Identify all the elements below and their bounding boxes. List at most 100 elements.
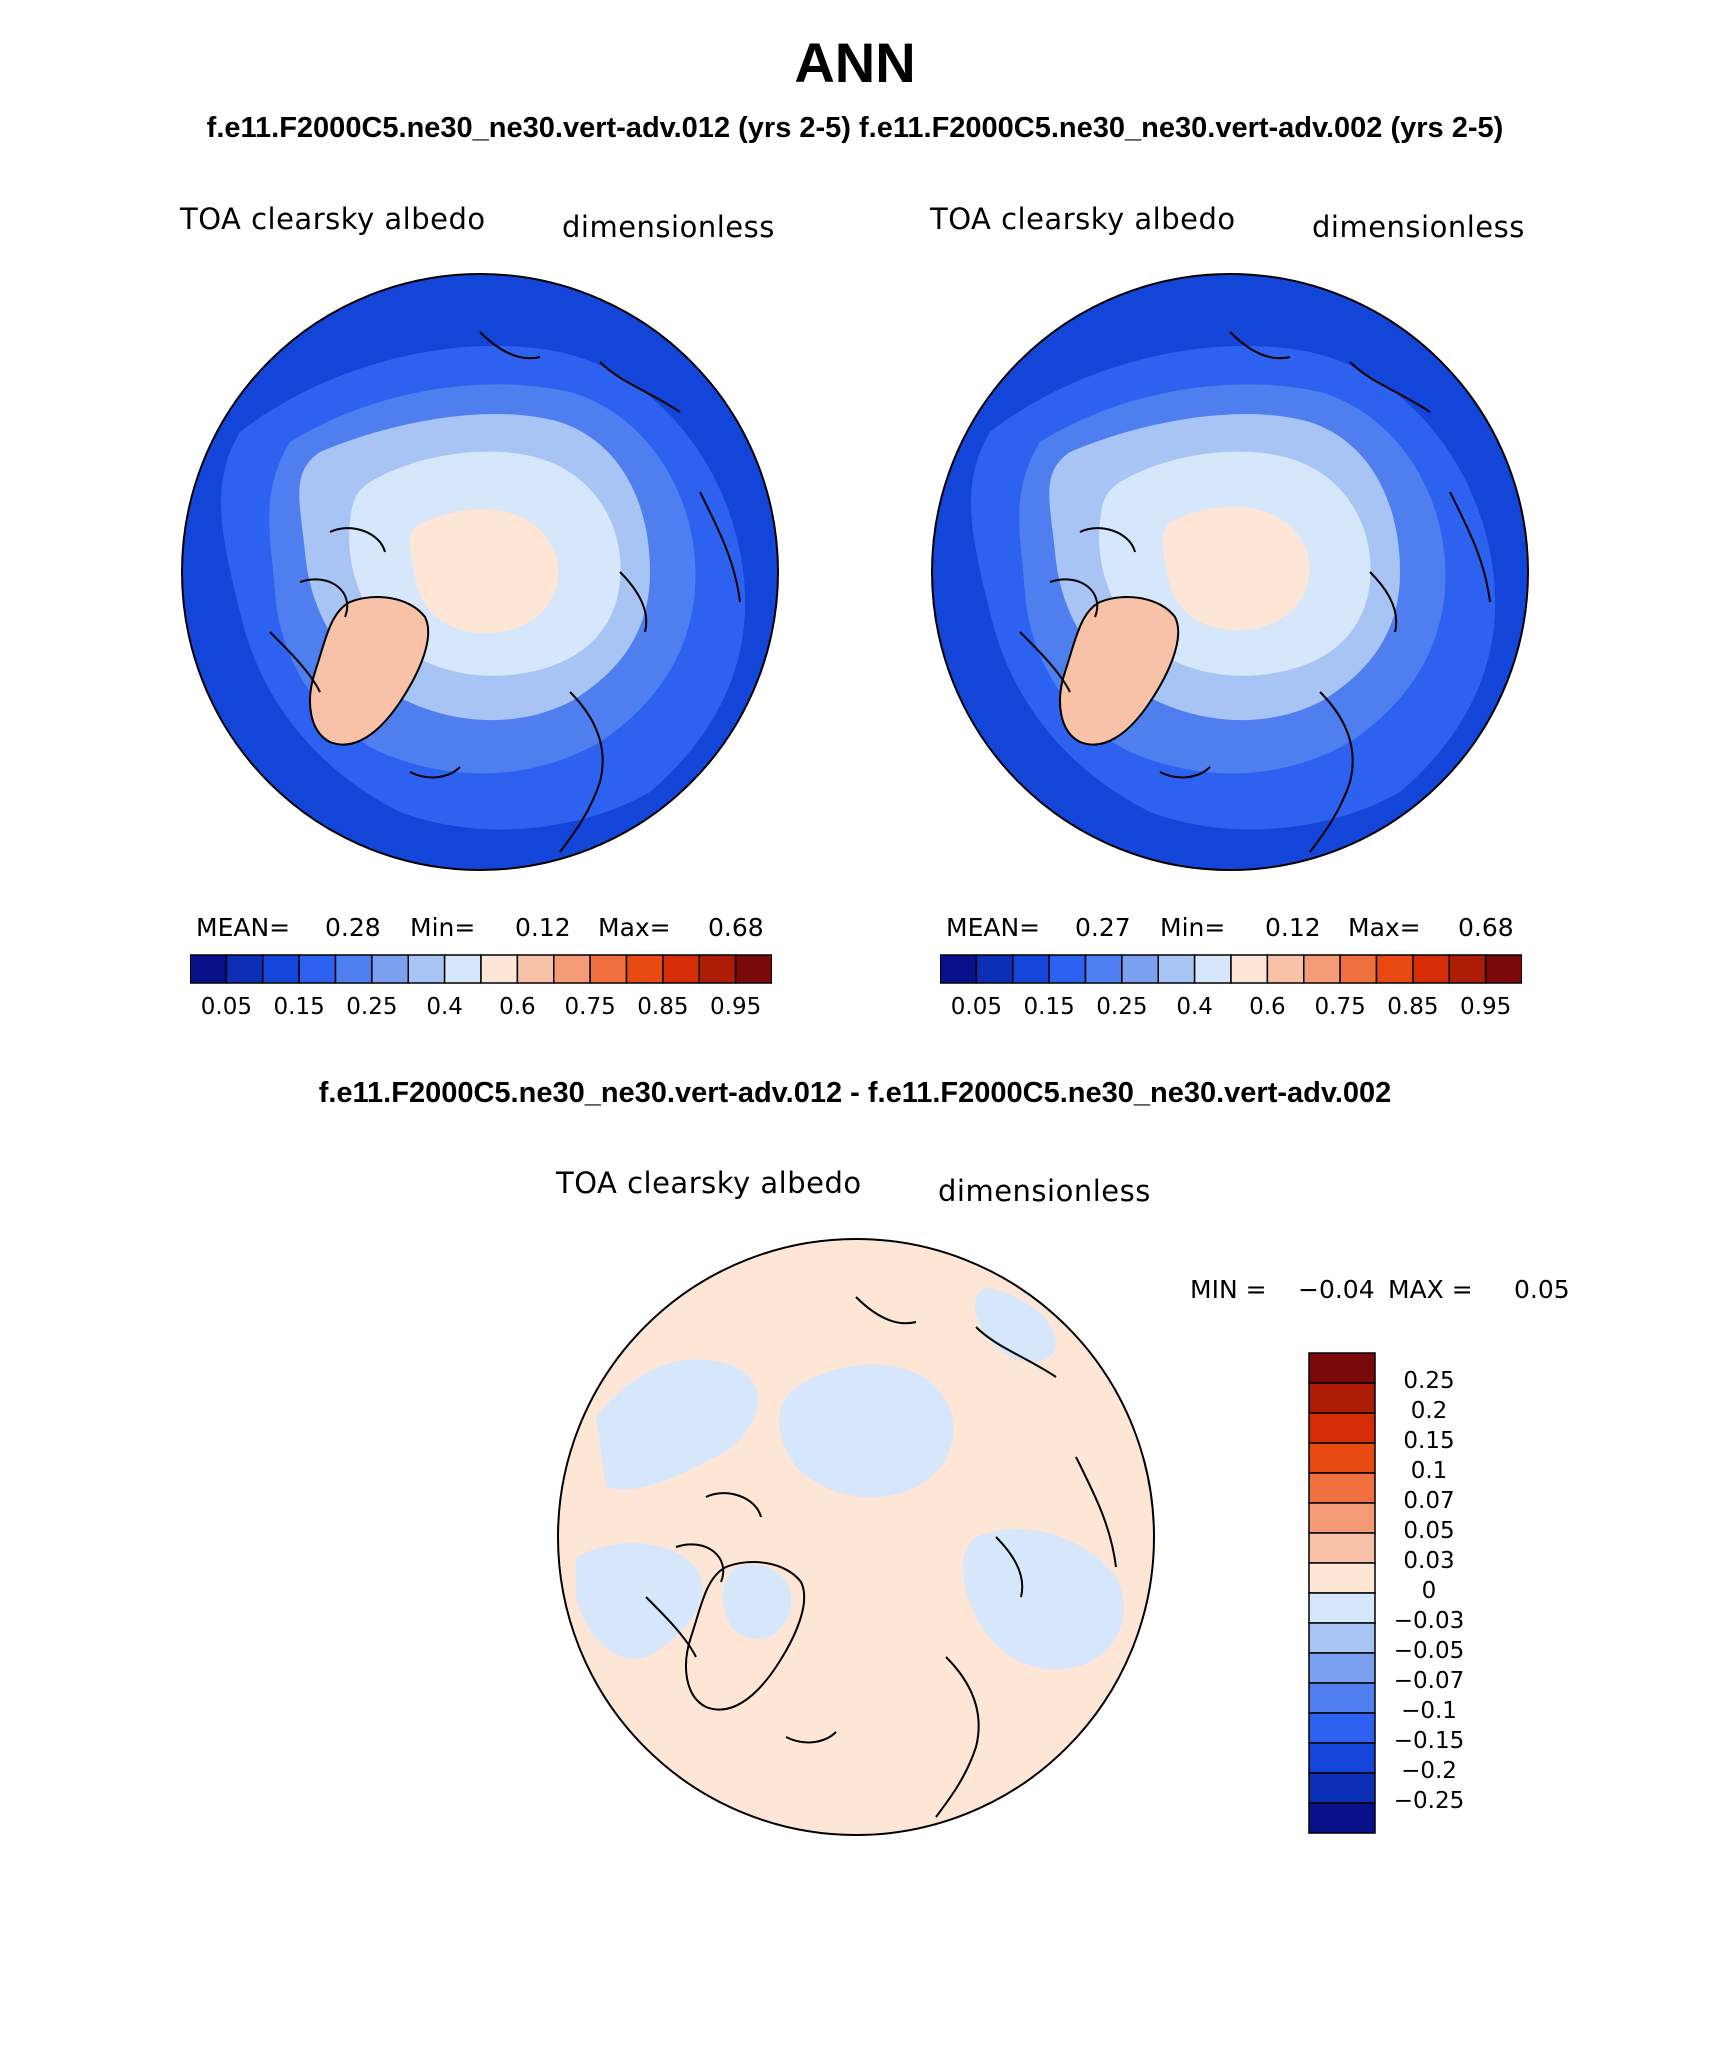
diff-min-label: MIN = xyxy=(1190,1275,1267,1304)
panel2-mean-label: MEAN= xyxy=(946,913,1041,942)
colorbar-panel1-tick-label: 0.25 xyxy=(346,994,398,1020)
colorbar-difference-swatch xyxy=(1308,1772,1376,1804)
colorbar-difference-tick-label: 0.1 xyxy=(1410,1458,1448,1484)
colorbar-panel2-tick-label: 0.85 xyxy=(1387,994,1439,1020)
colorbar-difference-tick-label: −0.2 xyxy=(1401,1758,1457,1784)
colorbar-difference-swatch xyxy=(1308,1622,1376,1654)
colorbar-difference-tick-label: 0 xyxy=(1421,1578,1437,1604)
panel2-units: dimensionless xyxy=(1312,210,1525,244)
colorbar-panel2-swatch xyxy=(1303,954,1341,984)
colorbar-panel1-swatch xyxy=(734,954,772,984)
colorbar-difference-tick-label: −0.15 xyxy=(1393,1728,1465,1754)
colorbar-panel1-swatch xyxy=(662,954,700,984)
panel2-max-value: 0.68 xyxy=(1458,913,1514,942)
colorbar-panel2-swatch xyxy=(1266,954,1305,984)
colorbar-panel2-swatch xyxy=(1484,954,1522,984)
colorbar-panel2-tick-label: 0.75 xyxy=(1314,994,1366,1020)
colorbar-panel1-swatch xyxy=(480,954,519,984)
panel1-mean-value: 0.28 xyxy=(325,913,381,942)
panel2-max-label: Max= xyxy=(1348,913,1421,942)
colorbar-panel1-swatch xyxy=(225,954,264,984)
polar-map-difference xyxy=(557,1238,1155,1836)
colorbar-panel2-swatch xyxy=(1448,954,1487,984)
colorbar-panel2-swatch xyxy=(1121,954,1159,984)
panel1-max-label: Max= xyxy=(598,913,671,942)
colorbar-panel2-tick-label: 0.15 xyxy=(1023,994,1075,1020)
colorbar-difference-swatch xyxy=(1308,1682,1376,1714)
colorbar-panel2-swatch xyxy=(1230,954,1269,984)
colorbar-panel2-swatch xyxy=(1012,954,1050,984)
colorbar-difference-swatch xyxy=(1308,1382,1376,1414)
colorbar-panel2-tick-label: 0.25 xyxy=(1096,994,1148,1020)
colorbar-panel2-swatch xyxy=(1412,954,1450,984)
colorbar-difference-swatch xyxy=(1308,1742,1376,1774)
colorbar-difference-swatch xyxy=(1308,1502,1376,1534)
panel1-min-value: 0.12 xyxy=(515,913,571,942)
panel1-min-label: Min= xyxy=(410,913,476,942)
colorbar-difference-tick-label: 0.03 xyxy=(1403,1548,1455,1574)
colorbar-panel2-swatch xyxy=(975,954,1014,984)
panel2-min-value: 0.12 xyxy=(1265,913,1321,942)
colorbar-difference-tick-label: −0.25 xyxy=(1393,1788,1465,1814)
diff-min-value: −0.04 xyxy=(1298,1275,1375,1304)
colorbar-panel2-swatch xyxy=(1375,954,1414,984)
colorbar-panel1-swatch xyxy=(262,954,300,984)
diff-max-value: 0.05 xyxy=(1514,1275,1570,1304)
colorbar-difference-swatch xyxy=(1308,1562,1376,1594)
diff-variable: TOA clearsky albedo xyxy=(556,1166,862,1200)
colorbar-panel1-tick-label: 0.95 xyxy=(710,994,762,1020)
diff-subtitle: f.e11.F2000C5.ne30_ne30.vert-adv.012 - f… xyxy=(318,1077,1392,1109)
panel1-max-value: 0.68 xyxy=(708,913,764,942)
colorbar-difference-tick-label: 0.25 xyxy=(1403,1368,1455,1394)
panel2-min-label: Min= xyxy=(1160,913,1226,942)
colorbar-panel1-swatch xyxy=(190,954,228,984)
colorbar-difference-swatch xyxy=(1308,1592,1376,1624)
colorbar-difference-tick-label: 0.05 xyxy=(1403,1518,1455,1544)
colorbar-difference-tick-label: −0.03 xyxy=(1393,1608,1465,1634)
colorbar-panel2-swatch xyxy=(940,954,978,984)
page-title: ANN xyxy=(794,31,916,94)
colorbar-difference-swatch xyxy=(1308,1472,1376,1504)
colorbar-panel1-swatch xyxy=(553,954,591,984)
colorbar-panel1-swatch xyxy=(407,954,446,984)
panel1-mean-label: MEAN= xyxy=(196,913,291,942)
colorbar-panel1-swatch xyxy=(443,954,482,984)
colorbar-difference-swatch xyxy=(1308,1412,1376,1444)
colorbar-panel1-swatch xyxy=(334,954,373,984)
colorbar-panel1-swatch xyxy=(298,954,337,984)
panel2-mean-value: 0.27 xyxy=(1075,913,1131,942)
panel1-variable: TOA clearsky albedo xyxy=(180,202,486,236)
colorbar-panel2-swatch xyxy=(1084,954,1123,984)
diff-max-label: MAX = xyxy=(1388,1275,1473,1304)
colorbar-difference-swatch xyxy=(1308,1352,1376,1384)
colorbar-panel2-swatch xyxy=(1157,954,1196,984)
colorbar-panel2-tick-label: 0.6 xyxy=(1249,994,1286,1020)
colorbar-panel1 xyxy=(190,954,772,984)
colorbar-panel1-tick-label: 0.15 xyxy=(273,994,325,1020)
panel1-units: dimensionless xyxy=(562,210,775,244)
colorbar-difference-swatch xyxy=(1308,1802,1376,1834)
colorbar-panel1-swatch xyxy=(589,954,628,984)
colorbar-panel1-swatch xyxy=(516,954,555,984)
colorbar-difference-tick-label: 0.15 xyxy=(1403,1428,1455,1454)
colorbar-panel1-tick-label: 0.85 xyxy=(637,994,689,1020)
colorbar-difference-swatch xyxy=(1308,1712,1376,1744)
polar-map-2 xyxy=(931,273,1529,871)
colorbar-difference-tick-label: 0.2 xyxy=(1410,1398,1448,1424)
case-subtitle: f.e11.F2000C5.ne30_ne30.vert-adv.012 (yr… xyxy=(206,112,1504,144)
colorbar-panel1-swatch xyxy=(371,954,409,984)
colorbar-difference-swatch xyxy=(1308,1442,1376,1474)
colorbar-difference-swatch xyxy=(1308,1652,1376,1684)
colorbar-panel1-tick-label: 0.4 xyxy=(426,994,463,1020)
diff-units: dimensionless xyxy=(938,1174,1151,1208)
colorbar-panel2-tick-label: 0.4 xyxy=(1176,994,1213,1020)
colorbar-panel2-swatch xyxy=(1048,954,1087,984)
colorbar-panel1-tick-label: 0.6 xyxy=(499,994,536,1020)
colorbar-panel2 xyxy=(940,954,1522,984)
colorbar-panel2-swatch xyxy=(1193,954,1232,984)
colorbar-panel2-tick-label: 0.95 xyxy=(1460,994,1512,1020)
colorbar-panel1-tick-label: 0.75 xyxy=(564,994,616,1020)
colorbar-panel1-swatch xyxy=(625,954,664,984)
panel2-variable: TOA clearsky albedo xyxy=(930,202,1236,236)
colorbar-difference-swatch xyxy=(1308,1532,1376,1564)
